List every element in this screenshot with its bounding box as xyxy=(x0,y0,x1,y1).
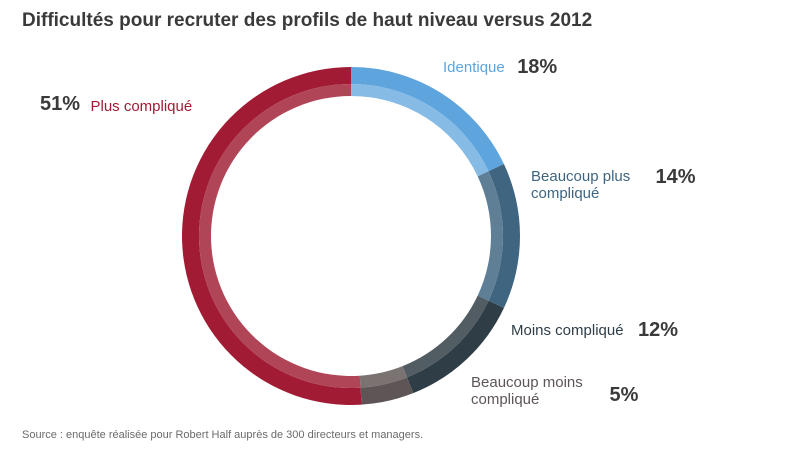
slice-moins-complique-inner xyxy=(402,295,489,378)
slice-beaucoup-plus-complique-inner xyxy=(477,171,503,301)
slice-beaucoup-moins-complique-outer xyxy=(360,377,414,405)
slice-identique-outer xyxy=(351,67,504,172)
source-note: Source : enquête réalisée pour Robert Ha… xyxy=(22,429,424,441)
label-moins-complique: Moins compliqué 12% xyxy=(511,319,679,341)
label-beaucoup-moins-complique: Beaucoup moins compliqué 5% xyxy=(471,374,638,408)
chart-title: Difficultés pour recruter des profils de… xyxy=(22,10,593,31)
label-beaucoup-plus-complique: Beaucoup plus compliqué 14% xyxy=(531,166,696,202)
label-beaucoup-plus-complique-name: Beaucoup plus compliqué xyxy=(531,168,631,202)
label-identique: Identique 18% xyxy=(443,56,558,78)
label-identique-name: Identique xyxy=(443,59,505,76)
slice-beaucoup-moins-complique-inner xyxy=(359,366,407,388)
label-plus-complique-value: 51% xyxy=(40,93,81,115)
slice-beaucoup-plus-complique-outer xyxy=(488,164,520,308)
label-moins-complique-name: Moins compliqué xyxy=(511,322,624,339)
label-beaucoup-plus-complique-value: 14% xyxy=(655,166,696,188)
label-beaucoup-moins-complique-name: Beaucoup moins compliqué xyxy=(471,374,583,408)
label-identique-value: 18% xyxy=(517,56,558,78)
slice-identique-inner xyxy=(351,84,489,177)
label-beaucoup-moins-complique-value: 5% xyxy=(609,384,639,406)
label-plus-complique-name: Plus compliqué xyxy=(90,98,193,115)
slice-moins-complique-outer xyxy=(406,300,504,394)
label-plus-complique: 51% Plus compliqué xyxy=(40,93,193,116)
label-moins-complique-value: 12% xyxy=(638,319,679,341)
